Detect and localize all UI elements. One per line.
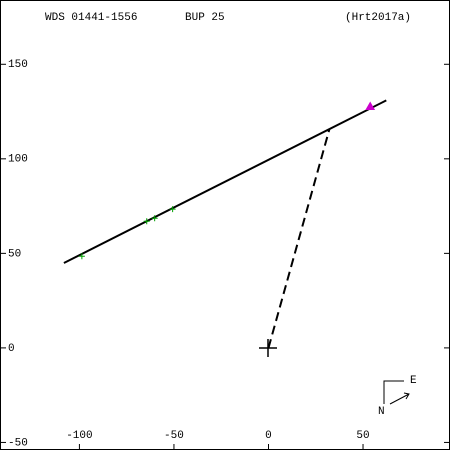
compass-e: E xyxy=(410,375,417,387)
y-tick-label: 0 xyxy=(8,343,15,355)
reference: (Hrt2017a) xyxy=(345,12,411,24)
compass-n: N xyxy=(378,406,385,418)
x-tick-label: 50 xyxy=(356,430,369,442)
observation xyxy=(143,218,150,225)
compass: E N xyxy=(378,375,417,418)
chart-title: WDS 01441-1556 xyxy=(45,12,137,24)
x-tick-label: 0 xyxy=(265,430,272,442)
discoverer: BUP 25 xyxy=(185,12,225,24)
observation xyxy=(78,253,85,260)
last-observation xyxy=(365,101,376,110)
y-tick-label: 50 xyxy=(8,248,21,260)
x-tick-label: -100 xyxy=(66,430,92,442)
y-tick-label: -50 xyxy=(8,437,28,449)
dashed-line xyxy=(267,129,331,349)
compass-arrows xyxy=(383,380,410,405)
observation xyxy=(169,206,176,213)
y-tick-label: 100 xyxy=(8,154,28,166)
y-tick-label: 150 xyxy=(8,59,28,71)
observation xyxy=(151,215,158,222)
x-tick-label: -50 xyxy=(164,430,184,442)
primary-star xyxy=(259,339,277,357)
orbit-line xyxy=(63,99,387,264)
